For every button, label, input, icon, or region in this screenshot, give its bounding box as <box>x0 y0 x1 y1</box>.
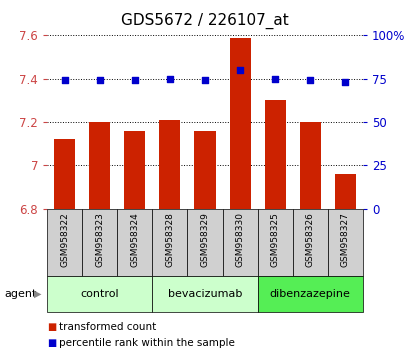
Bar <box>299 122 320 209</box>
Bar <box>334 174 355 209</box>
Bar <box>292 209 327 276</box>
Bar <box>117 209 152 276</box>
Bar <box>159 120 180 209</box>
Text: GDS5672 / 226107_at: GDS5672 / 226107_at <box>121 12 288 29</box>
Text: GSM958328: GSM958328 <box>165 212 174 267</box>
Text: ■: ■ <box>47 338 56 348</box>
Text: GSM958329: GSM958329 <box>200 212 209 267</box>
Bar <box>124 131 145 209</box>
Text: GSM958322: GSM958322 <box>60 212 69 267</box>
Point <box>201 78 208 83</box>
Point <box>61 78 68 83</box>
Bar <box>229 38 250 209</box>
Bar <box>47 209 82 276</box>
Bar <box>194 131 215 209</box>
Bar <box>327 209 362 276</box>
Text: transformed count: transformed count <box>59 322 156 332</box>
Bar <box>54 139 75 209</box>
Text: percentile rank within the sample: percentile rank within the sample <box>59 338 235 348</box>
Text: GSM958324: GSM958324 <box>130 212 139 267</box>
Text: agent: agent <box>4 289 36 299</box>
Bar <box>264 101 285 209</box>
Text: GSM958327: GSM958327 <box>340 212 349 267</box>
Point <box>306 78 313 83</box>
Text: control: control <box>80 289 119 299</box>
Bar <box>187 209 222 276</box>
Bar <box>89 122 110 209</box>
Bar <box>257 209 292 276</box>
Text: ▶: ▶ <box>34 289 41 299</box>
Point <box>166 76 173 81</box>
Text: dibenzazepine: dibenzazepine <box>269 289 350 299</box>
Bar <box>47 276 152 312</box>
Bar <box>222 209 257 276</box>
Point <box>271 76 278 81</box>
Text: GSM958323: GSM958323 <box>95 212 104 267</box>
Bar <box>82 209 117 276</box>
Point <box>236 67 243 73</box>
Bar <box>152 209 187 276</box>
Text: GSM958326: GSM958326 <box>305 212 314 267</box>
Bar <box>152 276 257 312</box>
Text: GSM958330: GSM958330 <box>235 212 244 267</box>
Text: bevacizumab: bevacizumab <box>167 289 242 299</box>
Bar <box>257 276 362 312</box>
Point <box>131 78 138 83</box>
Point <box>341 79 348 85</box>
Point <box>96 78 103 83</box>
Text: GSM958325: GSM958325 <box>270 212 279 267</box>
Text: ■: ■ <box>47 322 56 332</box>
